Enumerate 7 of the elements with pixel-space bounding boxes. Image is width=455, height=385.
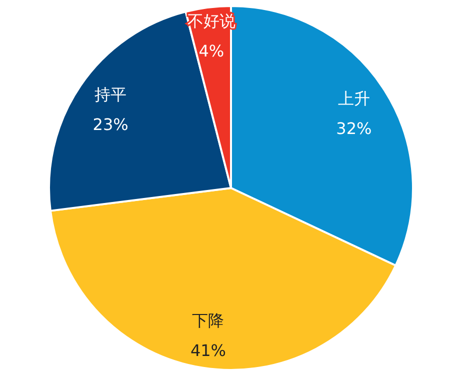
data-label: 41% <box>190 340 226 360</box>
data-label: 23% <box>92 115 128 134</box>
data-label: 32% <box>336 118 372 138</box>
data-label: 4% <box>198 42 224 61</box>
slice-label: 上升 <box>338 88 370 108</box>
slice-label: 下降 <box>192 310 224 330</box>
slice-label: 持平 <box>94 85 127 104</box>
